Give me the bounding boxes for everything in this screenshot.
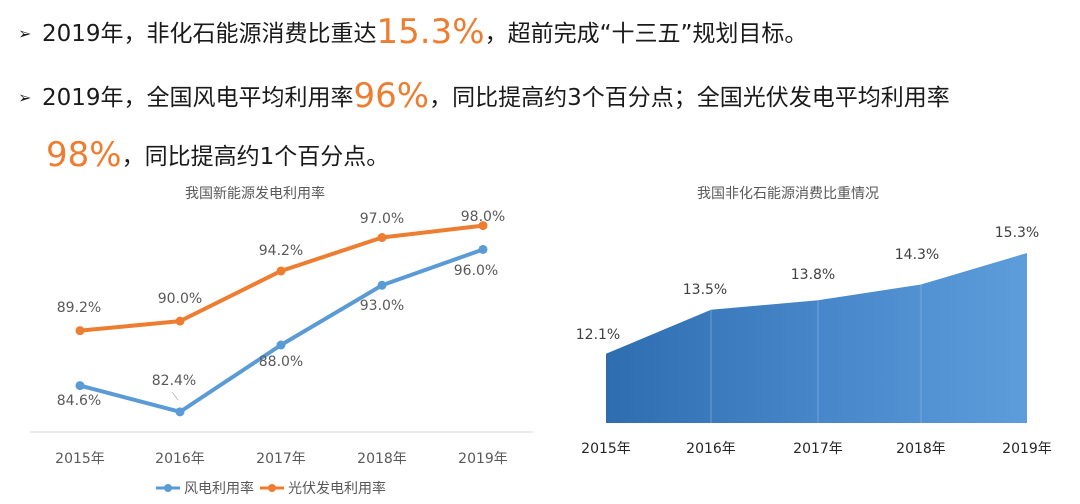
legend-swatch-marker bbox=[164, 484, 172, 492]
x-tick-label: 2019年 bbox=[1002, 441, 1052, 457]
data-label: 14.3% bbox=[895, 247, 939, 263]
line-chart-title: 我国新能源发电利用率 bbox=[185, 186, 325, 202]
data-point bbox=[478, 244, 488, 254]
x-tick-label: 2019年 bbox=[458, 451, 508, 467]
x-tick-label: 2018年 bbox=[896, 441, 946, 457]
bullet-line-2: ➢ 2019年，全国风电平均利用率96%，同比提高约3个百分点；全国光伏发电平均利… bbox=[18, 79, 950, 114]
data-label: 98.0% bbox=[461, 209, 505, 225]
series-line-2 bbox=[78, 223, 485, 333]
bullet-2-highlight: 96% bbox=[353, 76, 430, 116]
x-tick-label: 2017年 bbox=[793, 441, 843, 457]
bullet-3-text-end: ，同比提高约1个百分点。 bbox=[121, 144, 390, 170]
data-label: 13.5% bbox=[683, 282, 727, 298]
x-tick-label: 2016年 bbox=[155, 451, 205, 467]
data-label: 89.2% bbox=[57, 300, 101, 316]
bullet-2-text: 2019年，全国风电平均利用率 bbox=[42, 85, 354, 111]
data-point bbox=[75, 326, 85, 336]
data-label: 13.8% bbox=[791, 267, 835, 283]
x-tick-label: 2017年 bbox=[256, 451, 306, 467]
data-point bbox=[175, 407, 185, 417]
data-label: 96.0% bbox=[454, 263, 498, 279]
data-label: 88.0% bbox=[259, 354, 303, 370]
data-label: 90.0% bbox=[158, 291, 202, 307]
bullet-1-highlight: 15.3% bbox=[376, 12, 485, 52]
data-point bbox=[377, 233, 387, 243]
legend-label: 光伏发电利用率 bbox=[288, 480, 386, 497]
data-point bbox=[478, 221, 488, 231]
bullet-1-text: 2019年，非化石能源消费比重达 bbox=[42, 21, 377, 47]
data-label: 15.3% bbox=[995, 225, 1039, 241]
legend-label: 风电利用率 bbox=[184, 480, 254, 497]
data-label: 97.0% bbox=[360, 211, 404, 227]
data-label: 84.6% bbox=[57, 393, 101, 409]
data-label: 12.1% bbox=[576, 327, 620, 343]
data-point bbox=[175, 316, 185, 326]
data-label: 94.2% bbox=[259, 243, 303, 259]
data-label: 82.4% bbox=[152, 373, 196, 389]
bullet-line-3: 98%，同比提高约1个百分点。 bbox=[46, 138, 390, 173]
data-point bbox=[276, 266, 286, 276]
legend-swatch-marker bbox=[268, 484, 276, 492]
data-label: 93.0% bbox=[360, 298, 404, 314]
x-tick-label: 2015年 bbox=[581, 441, 631, 457]
bullet-line-1: ➢ 2019年，非化石能源消费比重达15.3%，超前完成“十三五”规划目标。 bbox=[18, 15, 808, 50]
x-tick-label: 2018年 bbox=[357, 451, 407, 467]
x-tick-label: 2016年 bbox=[686, 441, 736, 457]
arrow-bullet-icon: ➢ bbox=[18, 24, 32, 43]
bullet-3-highlight: 98% bbox=[46, 135, 122, 175]
data-point bbox=[377, 280, 387, 290]
arrow-bullet-icon: ➢ bbox=[18, 88, 32, 107]
x-tick-label: 2015年 bbox=[55, 451, 105, 467]
data-point bbox=[75, 381, 85, 391]
bullet-2-text-end: ，同比提高约3个百分点；全国光伏发电平均利用率 bbox=[429, 85, 950, 111]
data-point bbox=[276, 340, 286, 350]
area-chart-title: 我国非化石能源消费比重情况 bbox=[697, 186, 879, 202]
bullet-1-text-end: ，超前完成“十三五”规划目标。 bbox=[484, 21, 808, 47]
leader-line bbox=[171, 391, 179, 401]
